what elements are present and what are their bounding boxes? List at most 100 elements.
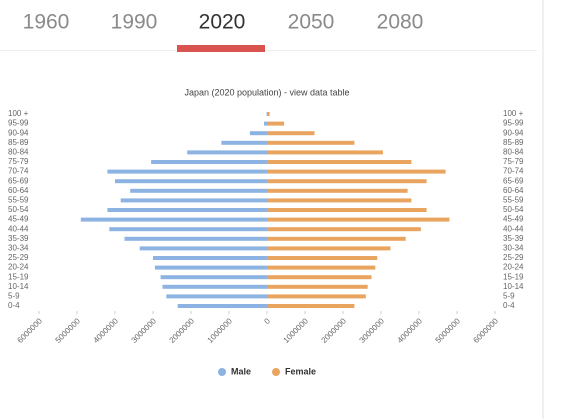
- y-label-right: 40-44: [503, 224, 524, 233]
- y-label-right: 5-9: [503, 292, 515, 301]
- y-label-right: 50-54: [503, 205, 524, 214]
- tab[interactable]: 2020: [199, 11, 246, 34]
- bar: [267, 131, 315, 136]
- bar: [267, 304, 355, 308]
- bar: [162, 284, 267, 289]
- tab[interactable]: 1960: [23, 11, 70, 34]
- legend-marker[interactable]: [218, 368, 226, 376]
- y-label-left: 60-64: [8, 186, 29, 195]
- bar: [160, 275, 267, 280]
- bar: [267, 227, 421, 232]
- tab-bar: 1960 1990 2020 2050 2080: [23, 11, 424, 52]
- y-label-left: 25-29: [8, 253, 29, 262]
- x-tick-label: 1000000: [206, 316, 235, 345]
- bar: [166, 294, 267, 299]
- bar: [124, 236, 267, 241]
- y-label-left: 55-59: [8, 196, 29, 205]
- bar: [151, 160, 267, 164]
- y-label-right: 60-64: [503, 186, 524, 195]
- y-label-left: 65-69: [8, 176, 29, 185]
- bar: [267, 236, 406, 241]
- bar: [107, 169, 268, 174]
- y-label-right: 10-14: [503, 282, 524, 291]
- bar: [267, 265, 376, 270]
- y-label-left: 75-79: [8, 157, 29, 166]
- y-label-right: 85-89: [503, 138, 524, 147]
- y-label-left: 90-94: [8, 128, 29, 137]
- x-tick-label: 2000000: [168, 316, 197, 345]
- bar: [120, 198, 267, 203]
- bar: [177, 304, 267, 308]
- bar: [267, 188, 408, 193]
- y-label-left: 95-99: [8, 119, 29, 128]
- x-tick-label: 3000000: [130, 316, 159, 345]
- bar: [267, 217, 450, 222]
- bar: [109, 227, 267, 232]
- y-label-right: 15-19: [503, 272, 524, 281]
- bar: [154, 265, 267, 270]
- y-label-right: 75-79: [503, 157, 524, 166]
- legend-label[interactable]: Female: [285, 366, 316, 376]
- legend-marker[interactable]: [272, 368, 280, 376]
- y-label-right: 70-74: [503, 167, 524, 176]
- bar: [267, 294, 366, 299]
- bar: [267, 208, 427, 212]
- bar: [267, 121, 285, 126]
- bar: [267, 179, 427, 184]
- y-label-left: 15-19: [8, 272, 29, 281]
- bar: [267, 169, 446, 174]
- y-label-right: 90-94: [503, 128, 524, 137]
- bar: [139, 246, 267, 251]
- y-label-right: 30-34: [503, 244, 524, 253]
- x-tick-label: 4000000: [92, 316, 121, 345]
- bar: [107, 208, 268, 212]
- y-label-right: 65-69: [503, 176, 524, 185]
- y-label-right: 45-49: [503, 215, 524, 224]
- bar: [267, 246, 391, 251]
- bar: [267, 150, 383, 155]
- y-label-right: 95-99: [503, 119, 524, 128]
- bar: [267, 112, 270, 116]
- x-tick-label: 1000000: [282, 316, 311, 345]
- x-tick-label: 5000000: [434, 316, 463, 345]
- y-label-left: 5-9: [8, 292, 20, 301]
- chart: 6000000 5000000 4000000 3000000 2000000 10000…: [8, 109, 524, 376]
- y-label-left: 0-4: [8, 301, 20, 310]
- y-label-left: 100 +: [8, 109, 29, 118]
- x-tick-label: 2000000: [320, 316, 349, 345]
- bar: [263, 121, 267, 126]
- chart-title[interactable]: Japan (2020 population) - view data tabl…: [184, 87, 349, 97]
- bar: [187, 150, 267, 155]
- x-tick-label: 6000000: [16, 316, 45, 345]
- legend-label[interactable]: Male: [231, 366, 251, 376]
- y-label-left: 30-34: [8, 244, 29, 253]
- bar: [115, 179, 267, 184]
- y-label-left: 45-49: [8, 215, 29, 224]
- x-tick-label: 6000000: [472, 316, 501, 345]
- tab[interactable]: 1990: [111, 11, 158, 34]
- bar: [267, 198, 412, 203]
- bar: [267, 275, 372, 280]
- x-tick-label: 5000000: [54, 316, 83, 345]
- active-tab-indicator: [177, 45, 265, 52]
- tab[interactable]: 2080: [377, 11, 424, 34]
- y-label-left: 70-74: [8, 167, 29, 176]
- y-label-right: 20-24: [503, 263, 524, 272]
- bar: [267, 256, 378, 260]
- bar: [267, 284, 368, 289]
- x-tick-label: 4000000: [396, 316, 425, 345]
- x-tick-label: 3000000: [358, 316, 387, 345]
- y-label-right: 35-39: [503, 234, 524, 243]
- bar: [130, 188, 267, 193]
- y-label-left: 20-24: [8, 263, 29, 272]
- bar: [80, 217, 267, 222]
- y-label-right: 80-84: [503, 148, 524, 157]
- bar: [267, 140, 355, 145]
- y-label-right: 0-4: [503, 301, 515, 310]
- bar: [221, 140, 267, 145]
- y-label-left: 10-14: [8, 282, 29, 291]
- tab[interactable]: 2050: [288, 11, 335, 34]
- y-label-right: 55-59: [503, 196, 524, 205]
- y-label-right: 100 +: [503, 109, 524, 118]
